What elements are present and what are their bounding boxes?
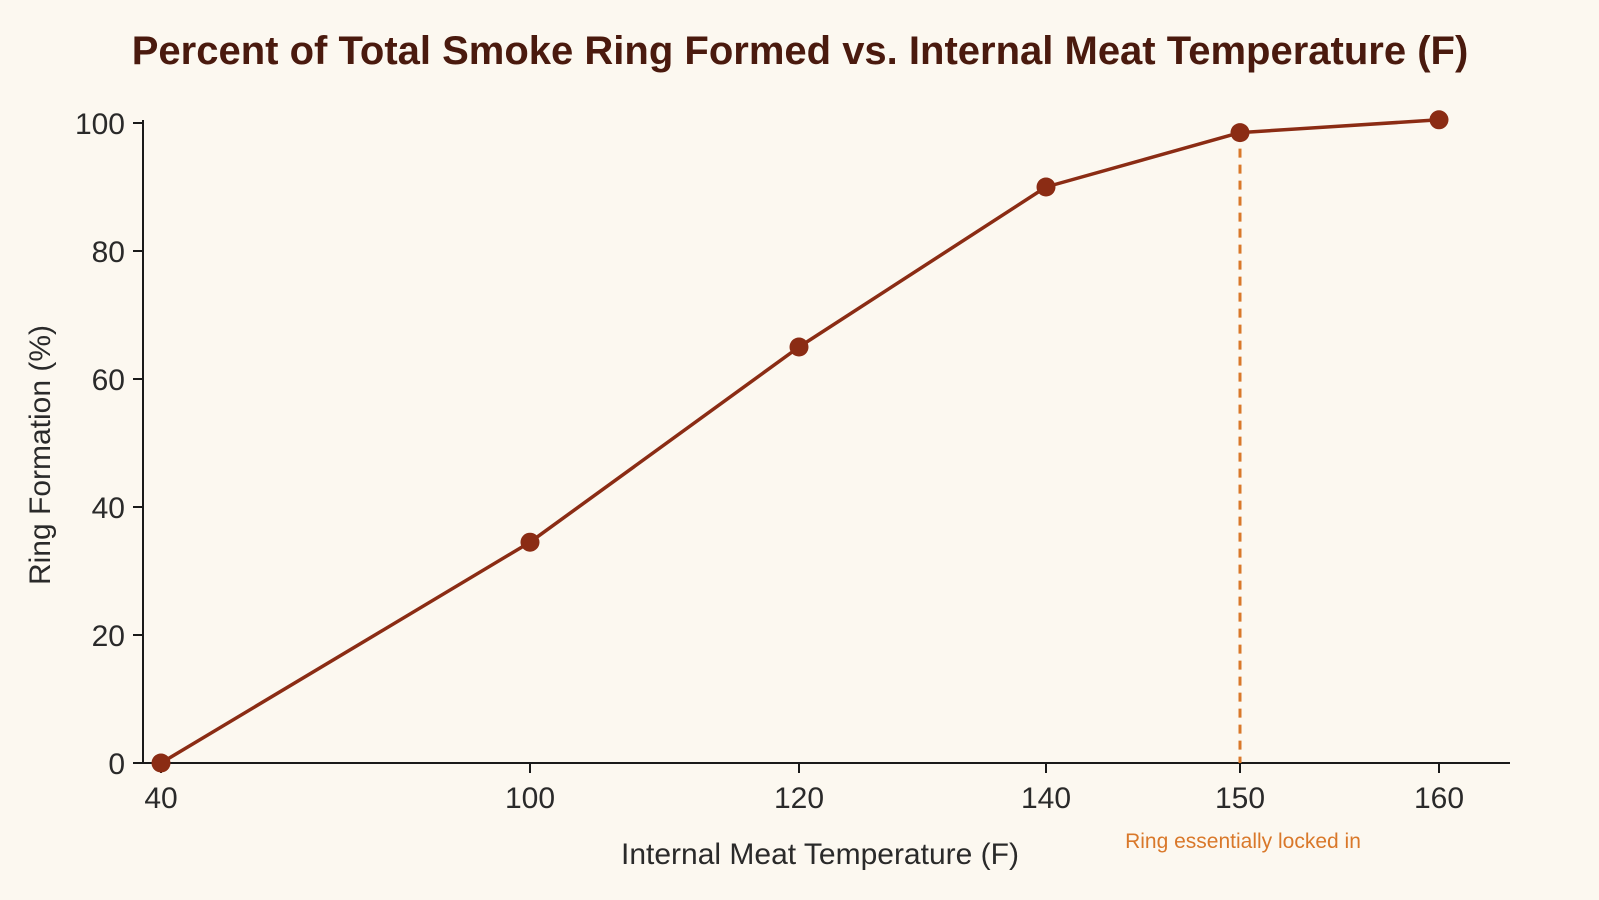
y-tick-label: 0: [108, 748, 125, 781]
series: [151, 110, 1449, 773]
data-point: [520, 532, 540, 552]
data-point: [1429, 110, 1449, 130]
annotation-label: Ring essentially locked in: [1125, 830, 1361, 853]
annotation: Ring essentially locked in: [1125, 132, 1361, 853]
x-tick-label: 100: [505, 782, 555, 815]
y-tick-label: 40: [92, 492, 125, 525]
y-axis: 0 20 40 60 80 100: [75, 108, 144, 781]
x-tick-label: 140: [1021, 782, 1071, 815]
x-axis: 40 100 120 140 150 160: [143, 762, 1510, 815]
x-tick-label: 150: [1215, 782, 1265, 815]
y-tick-label: 60: [92, 364, 125, 397]
y-tick-label: 100: [75, 108, 125, 141]
y-axis-label: Ring Formation (%): [24, 325, 57, 585]
data-point: [789, 337, 809, 357]
y-tick-label: 20: [92, 620, 125, 653]
x-tick-label: 160: [1414, 782, 1464, 815]
series-line: [159, 118, 1441, 765]
x-axis-label: Internal Meat Temperature (F): [621, 838, 1019, 871]
chart-title: Percent of Total Smoke Ring Formed vs. I…: [132, 29, 1469, 73]
y-tick-label: 80: [92, 236, 125, 269]
x-tick-label: 120: [774, 782, 824, 815]
data-point: [1230, 123, 1250, 143]
x-tick-label: 40: [144, 782, 177, 815]
data-point: [151, 753, 171, 773]
data-point: [1036, 177, 1056, 197]
